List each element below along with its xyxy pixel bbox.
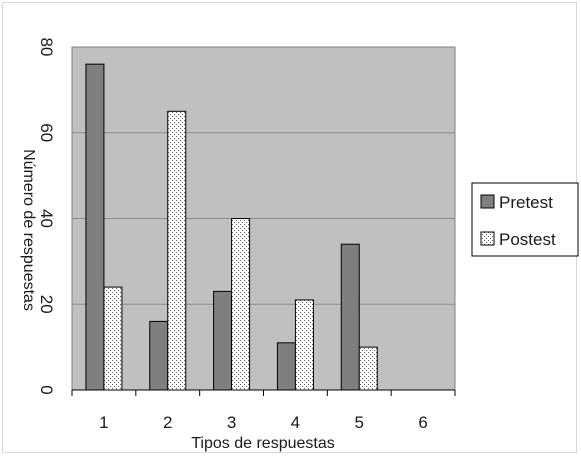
bars (85, 63, 378, 391)
bar-pretest-4 (276, 342, 296, 391)
bar-postest-2 (167, 110, 187, 391)
bar-pretest-5 (340, 243, 360, 391)
bar-postest-1 (103, 286, 123, 391)
bar-pretest-1 (85, 63, 105, 391)
bar-postest-5 (358, 346, 378, 391)
gridlines (72, 132, 455, 305)
x-axis-title: Tipos de respuestas (191, 435, 334, 452)
legend-label-pretest: Pretest (499, 193, 553, 212)
y-tick-label: 60 (37, 123, 56, 142)
x-tick-label: 5 (355, 413, 364, 432)
x-tick-label: 1 (99, 413, 108, 432)
legend: Pretest Postest (471, 182, 579, 257)
x-tick-labels: 1 2 3 4 5 6 (99, 413, 428, 432)
legend-swatch-pretest (480, 194, 495, 209)
y-tick-labels: 0 20 40 60 80 (37, 38, 56, 395)
x-tick-label: 2 (163, 413, 172, 432)
bar-postest-3 (231, 218, 251, 391)
legend-label-postest: Postest (499, 230, 556, 249)
y-tick-label: 40 (37, 209, 56, 228)
legend-swatch-postest (480, 231, 495, 246)
y-tick-label: 0 (37, 385, 56, 394)
bar-postest-4 (294, 299, 314, 391)
y-tick-label: 80 (37, 38, 56, 57)
x-tick-label: 4 (291, 413, 300, 432)
y-tick-label: 20 (37, 295, 56, 314)
x-tick-label: 3 (227, 413, 236, 432)
x-tick-label: 6 (418, 413, 427, 432)
y-axis-title: Número de respuestas (20, 149, 37, 311)
bar-pretest-2 (149, 320, 169, 391)
bar-pretest-3 (213, 290, 233, 391)
x-ticks (71, 390, 456, 396)
